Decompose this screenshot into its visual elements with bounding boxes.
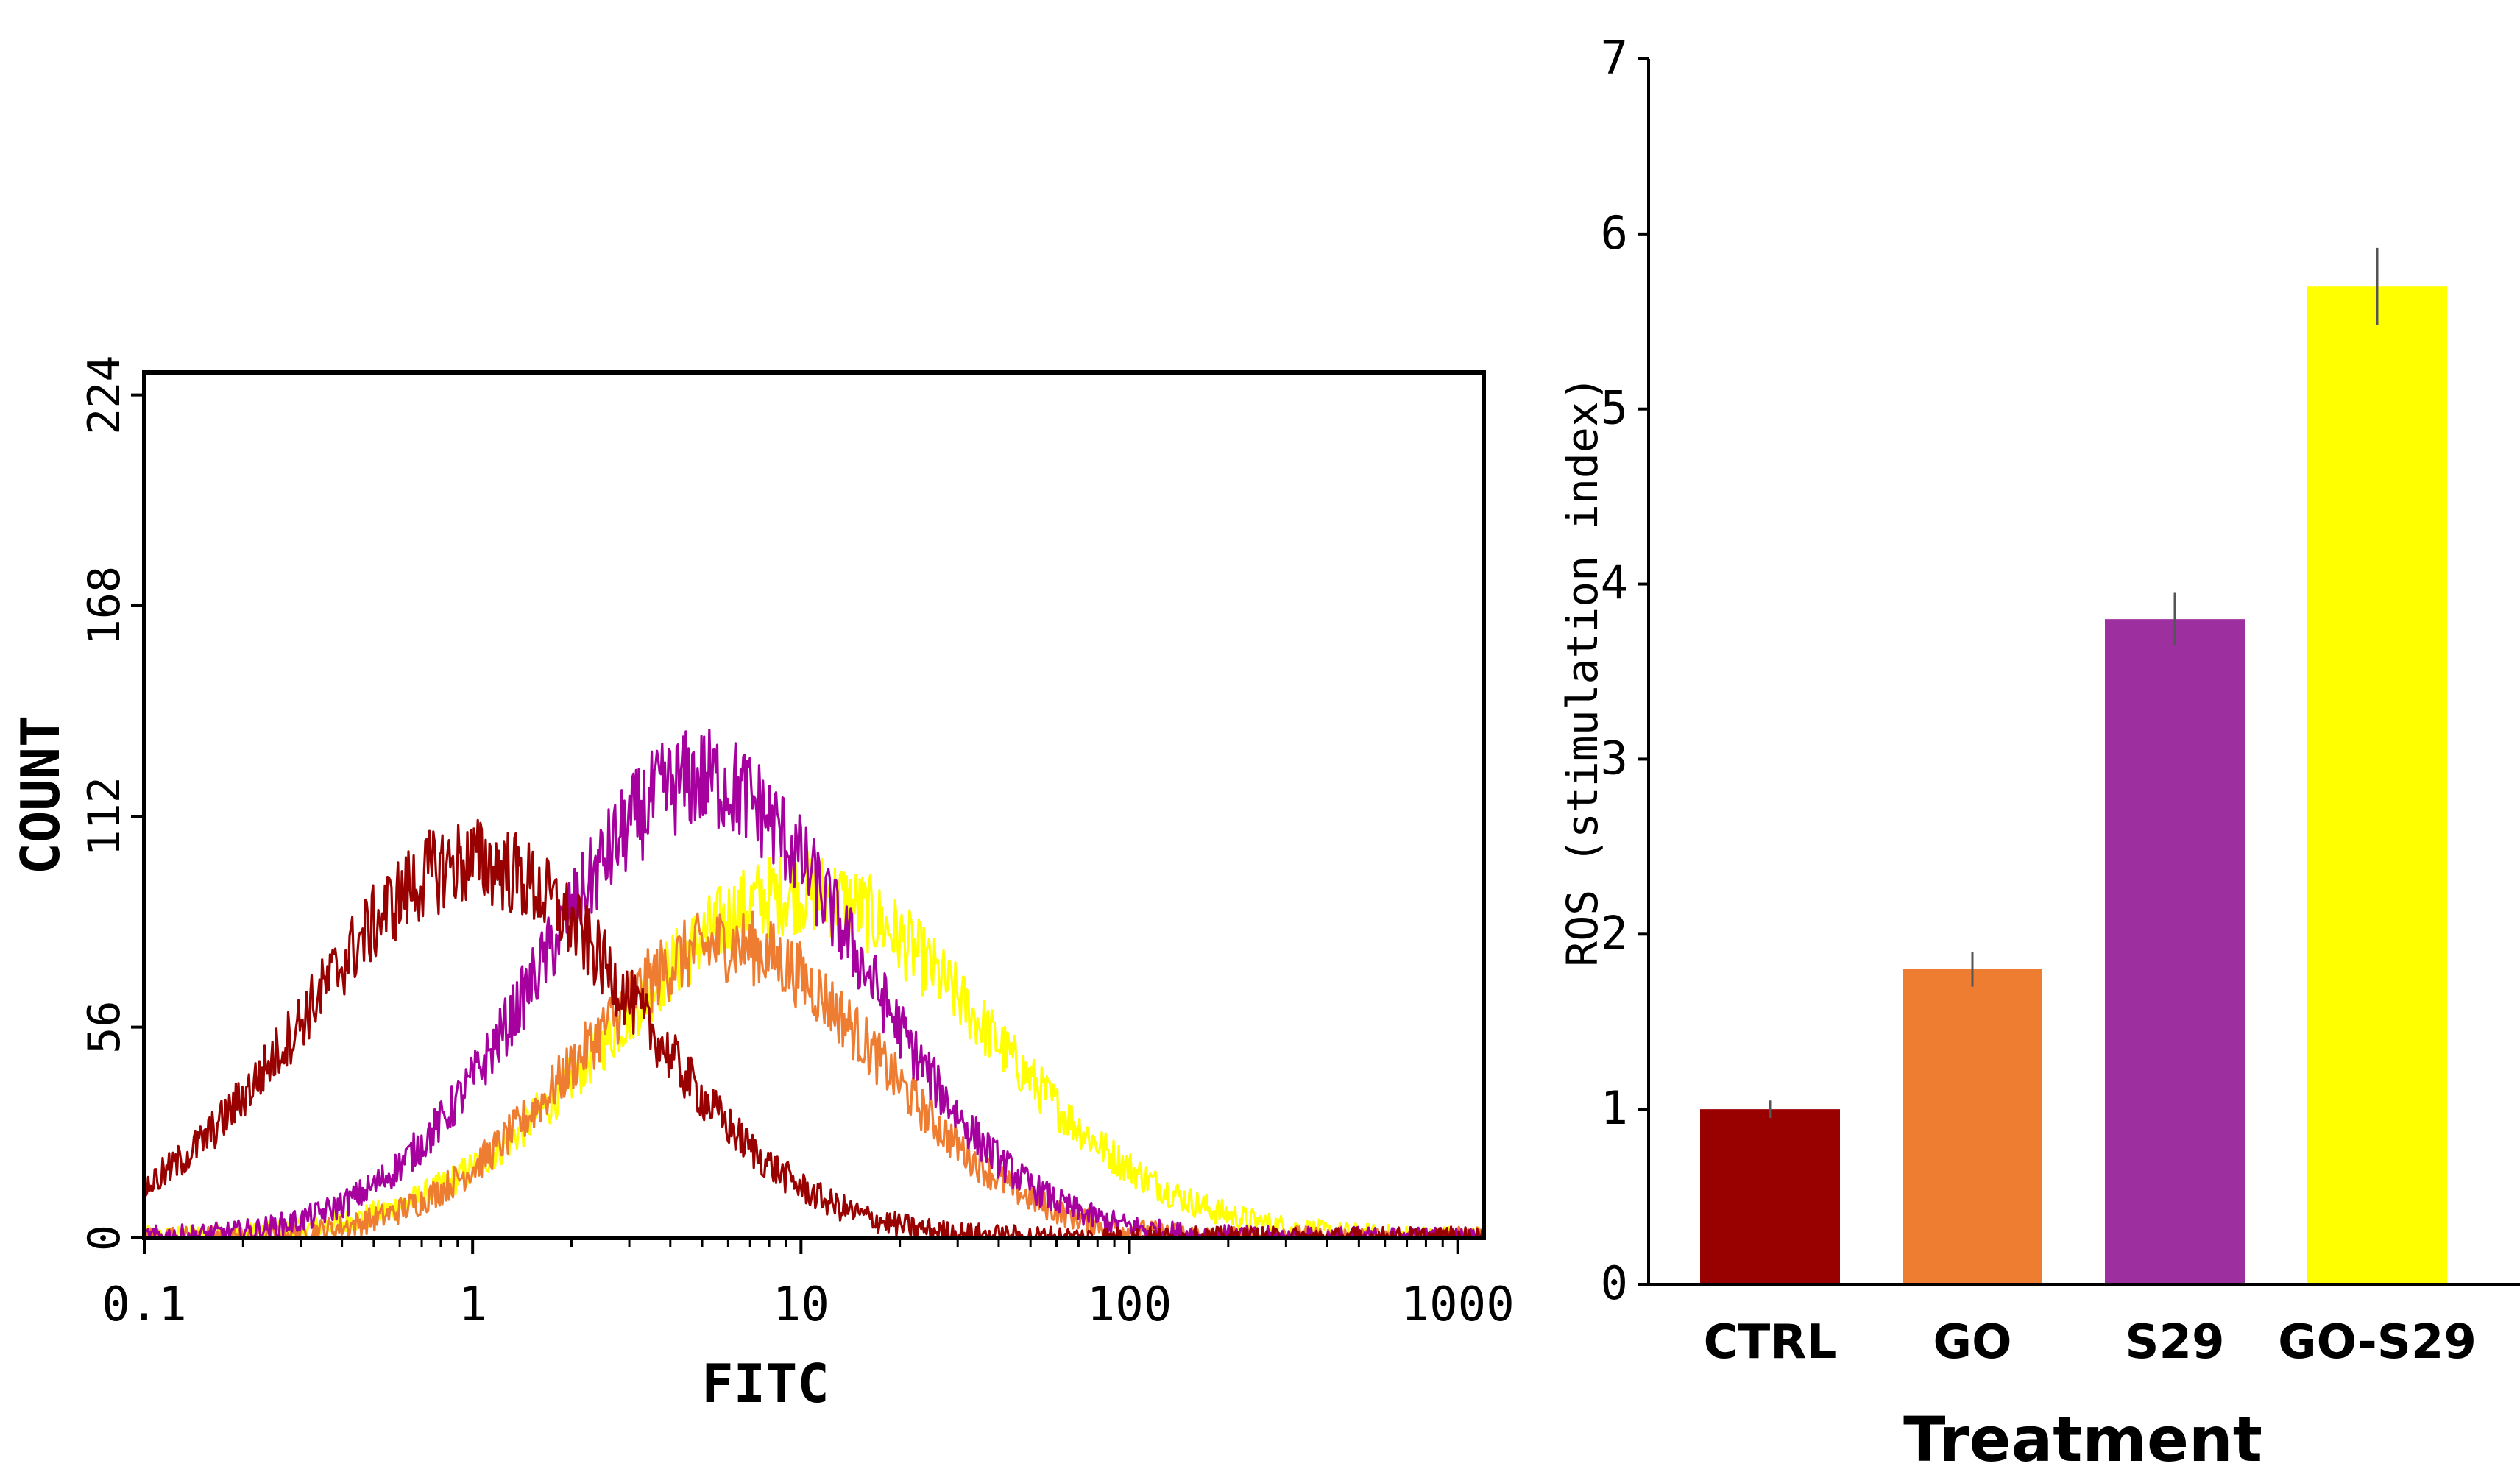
bar-y-tick-label: 2 — [1601, 906, 1628, 960]
bar-y-tick-label: 7 — [1601, 31, 1628, 85]
bar-y-tick-label: 3 — [1601, 731, 1628, 785]
histogram-x-tick-label: 0.1 — [102, 1278, 187, 1332]
bar-go — [1903, 969, 2042, 1284]
bar-category-label: CTRL — [1704, 1315, 1837, 1370]
ros-bar-chart: 0 1 2 3 4 5 6 7 CTRL GO S29 GO-S29 ROS (stimulatio… — [1557, 31, 2520, 1476]
histogram-y-tick-label: 112 — [79, 776, 130, 856]
bar-y-axis-label: ROS (stimulation index) — [1557, 375, 1607, 966]
bar-category-label: GO — [1933, 1315, 2012, 1370]
bar-go-s29 — [2307, 286, 2447, 1284]
bar-y-tick-label: 6 — [1601, 206, 1628, 260]
histogram-x-axis-label: FITC — [701, 1353, 829, 1415]
bar-category-label: S29 — [2125, 1315, 2224, 1370]
bar-category-labels: CTRL GO S29 GO-S29 — [1704, 1315, 2477, 1370]
histogram-frame — [142, 370, 1486, 1240]
bar-category-label: GO-S29 — [2278, 1315, 2477, 1370]
ros-bars — [1700, 286, 2447, 1284]
histogram-chart: 0.1 1 10 100 1000 0 56 112 168 224 FITC COUNT — [10, 355, 1515, 1415]
bar-y-ticks: 0 1 2 3 4 5 6 7 — [1601, 31, 1649, 1310]
bar-x-axis-label: Treatment — [1903, 1404, 2262, 1476]
bar-ctrl — [1700, 1109, 1840, 1284]
histogram-y-tick-label: 0 — [79, 1225, 130, 1251]
ros-error-bars — [1769, 247, 2379, 1119]
bar-y-tick-label: 1 — [1601, 1081, 1628, 1135]
histogram-x-tick-label: 100 — [1087, 1278, 1172, 1332]
histogram-x-ticks: 0.1 1 10 100 1000 — [102, 1238, 1515, 1332]
histogram-x-tick-label: 1000 — [1401, 1278, 1515, 1332]
bar-y-tick-label: 4 — [1601, 556, 1628, 610]
histogram-y-tick-label: 56 — [79, 1001, 130, 1054]
bar-y-tick-label: 5 — [1601, 381, 1628, 435]
histogram-x-tick-label: 1 — [459, 1278, 487, 1332]
histogram-y-ticks: 0 56 112 168 224 — [79, 355, 144, 1251]
histogram-series-go-s29 — [143, 850, 1485, 1239]
histogram-y-tick-label: 224 — [79, 355, 130, 434]
histogram-y-tick-label: 168 — [79, 566, 130, 645]
histogram-curves — [143, 728, 1485, 1239]
bar-y-tick-label: 0 — [1601, 1256, 1628, 1310]
histogram-y-axis-label: COUNT — [10, 715, 71, 875]
bar-s29 — [2105, 619, 2245, 1284]
histogram-x-tick-label: 10 — [773, 1278, 829, 1332]
